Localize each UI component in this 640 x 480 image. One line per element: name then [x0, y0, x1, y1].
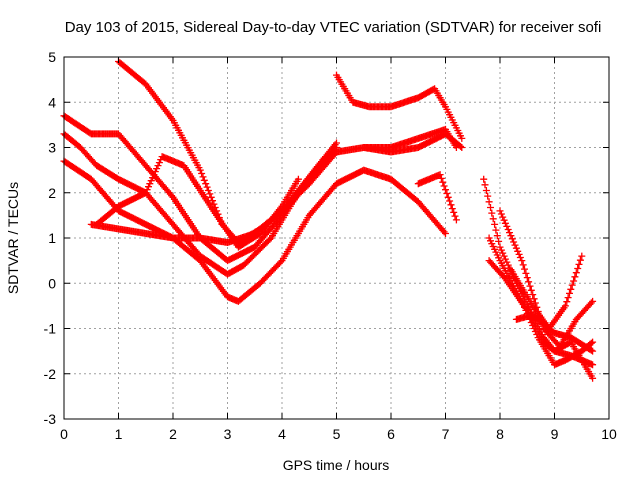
series-markers — [60, 130, 340, 278]
series-markers — [115, 58, 330, 246]
x-tick-label: 9 — [551, 426, 559, 442]
series-markers — [485, 257, 597, 382]
x-tick-label: 4 — [278, 426, 286, 442]
x-tick-label: 6 — [387, 426, 395, 442]
y-tick-label: 3 — [48, 140, 56, 156]
y-tick-label: 2 — [48, 185, 56, 201]
y-axis-label: SDTVAR / TECUs — [5, 182, 21, 294]
y-tick-label: 1 — [48, 230, 56, 246]
series-sat-g — [333, 71, 466, 142]
data-layer — [60, 58, 597, 382]
series-sat-c — [60, 130, 340, 278]
x-tick-label: 5 — [333, 426, 341, 442]
ticks-layer: 0 1 2 3 4 5 6 7 8 9 10 -3 -2 -1 0 1 2 3 4 5 — [44, 49, 617, 442]
x-tick-label: 7 — [442, 426, 450, 442]
x-tick-label: 0 — [60, 426, 68, 442]
y-tick-label: 0 — [48, 275, 56, 291]
x-tick-label: 3 — [224, 426, 232, 442]
y-tick-label: -3 — [44, 411, 57, 427]
series-sat-o — [512, 311, 597, 355]
x-axis-label: GPS time / hours — [283, 457, 390, 473]
series-markers — [512, 311, 597, 355]
series-sat-l — [485, 257, 597, 382]
series-markers — [333, 71, 466, 142]
grid-layer — [64, 57, 609, 419]
x-tick-label: 2 — [169, 426, 177, 442]
series-markers — [93, 153, 302, 251]
y-tick-label: -1 — [44, 321, 57, 337]
series-sat-i — [414, 171, 460, 224]
x-tick-label: 10 — [601, 426, 617, 442]
x-tick-label: 8 — [496, 426, 504, 442]
y-tick-label: 4 — [48, 94, 56, 110]
series-sat-h — [360, 130, 466, 156]
x-tick-label: 1 — [115, 426, 123, 442]
series-sat-a — [115, 58, 330, 246]
series-markers — [414, 171, 460, 224]
y-tick-label: 5 — [48, 49, 56, 65]
series-sat-f — [93, 153, 302, 251]
series-markers — [360, 130, 466, 156]
y-tick-label: -2 — [44, 366, 57, 382]
chart-title: Day 103 of 2015, Sidereal Day-to-day VTE… — [65, 19, 602, 36]
